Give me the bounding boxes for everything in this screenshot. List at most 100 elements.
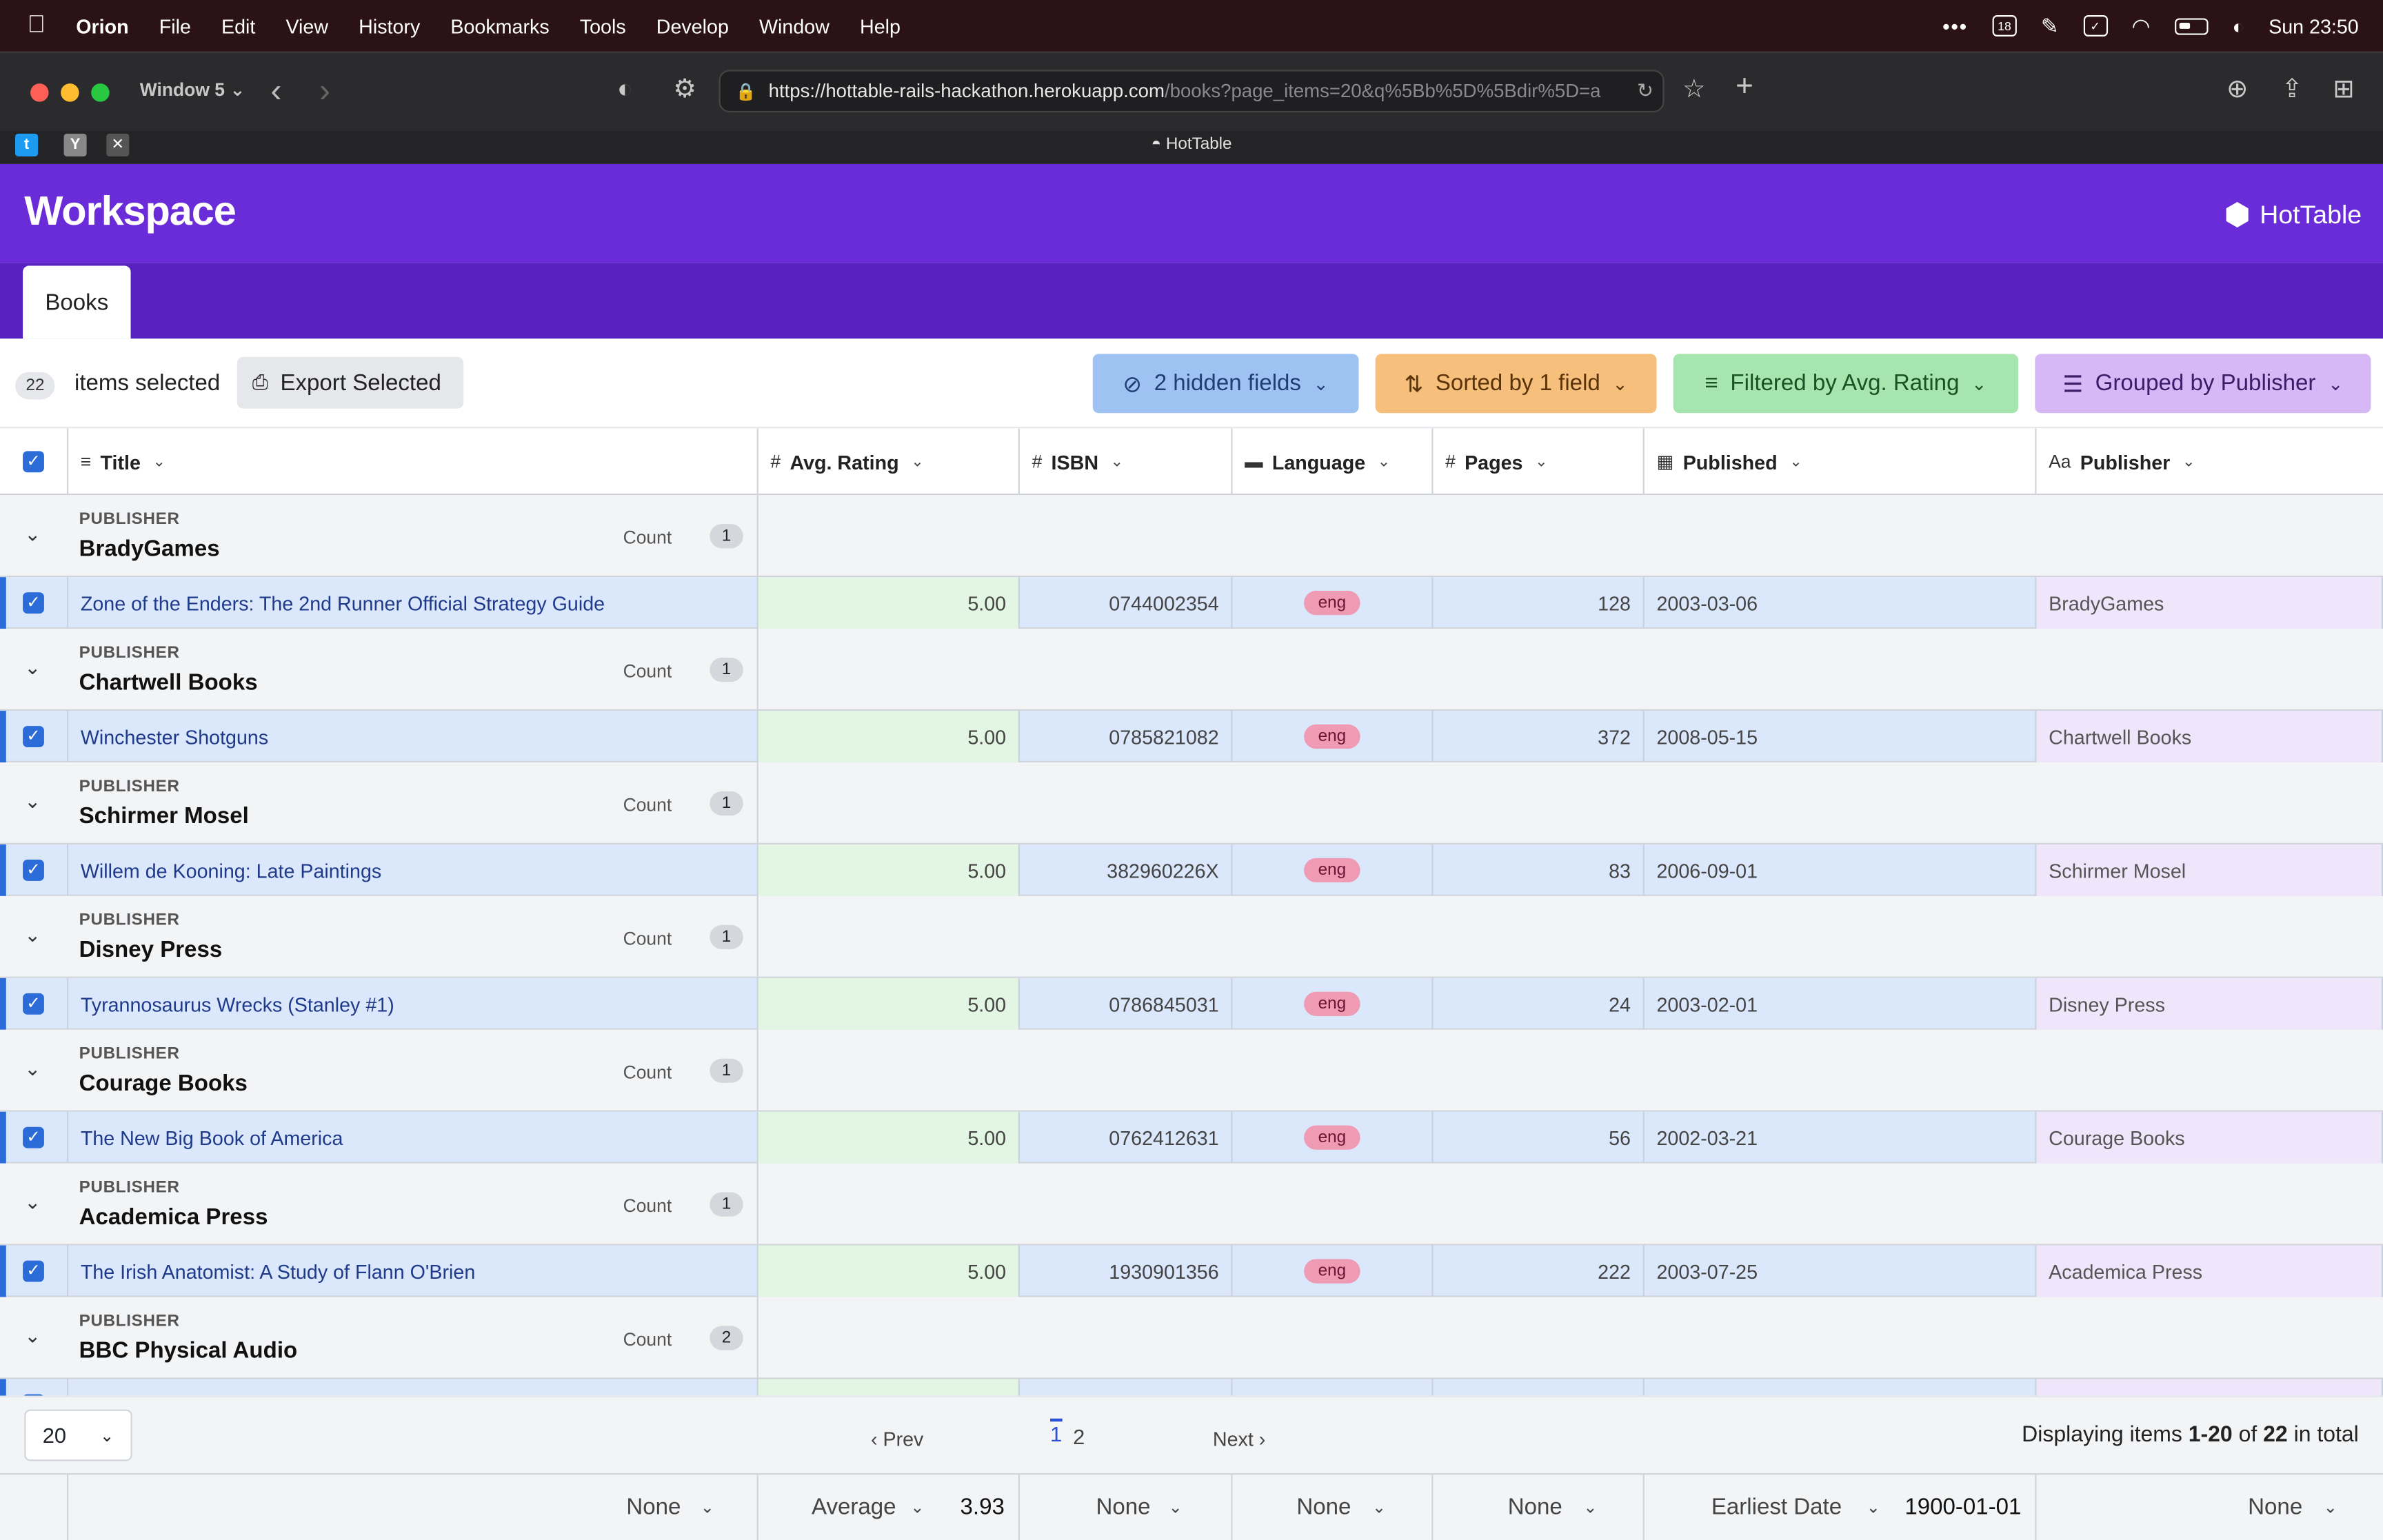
chevron-down-icon[interactable]: ⌄ — [2182, 453, 2195, 470]
cell-isbn[interactable]: 1930901356 — [1020, 1245, 1233, 1297]
cell-pages[interactable]: 83 — [1433, 844, 1645, 896]
cell-isbn[interactable] — [1020, 1379, 1233, 1396]
chevron-down-icon[interactable]: ⌄ — [1789, 453, 1802, 470]
chevron-down-icon[interactable]: ⌄ — [911, 453, 924, 470]
more-icon[interactable]: ••• — [1942, 14, 1969, 37]
cell-pages[interactable]: 24 — [1433, 977, 1645, 1030]
summary-isbn[interactable]: None ⌄ — [1020, 1475, 1233, 1540]
cell-rating[interactable]: 5.00 — [758, 844, 1020, 896]
cell-language[interactable]: eng — [1233, 1111, 1434, 1164]
calendar-icon[interactable]: 18 — [1992, 15, 2017, 37]
chevron-down-icon[interactable]: ⌄ — [1110, 453, 1124, 470]
cell-rating[interactable]: 5.00 — [758, 577, 1020, 629]
share-icon[interactable]: ⇪ — [2281, 74, 2303, 103]
zoom-window-button[interactable] — [91, 83, 110, 102]
column-header-title[interactable]: ≡ Title ⌄ — [68, 428, 758, 496]
cell-isbn[interactable]: 382960226X — [1020, 844, 1233, 896]
group-button[interactable]: ☰ Grouped by Publisher ⌄ — [2035, 354, 2371, 414]
cell-published[interactable]: 2008-05-15 — [1645, 711, 2037, 763]
column-header-isbn[interactable]: # ISBN ⌄ — [1020, 428, 1233, 496]
battery-icon[interactable] — [2174, 17, 2209, 34]
cell-isbn[interactable]: 0762412631 — [1020, 1111, 1233, 1164]
cell-pages[interactable]: 372 — [1433, 711, 1645, 763]
cell-isbn[interactable]: 0744002354 — [1020, 577, 1233, 629]
cell-language[interactable] — [1233, 1379, 1434, 1396]
clock[interactable]: Sun 23:50 — [2269, 14, 2359, 37]
menu-edit[interactable]: Edit — [221, 14, 256, 37]
gear-icon[interactable]: ⚙ — [673, 74, 697, 103]
table-row[interactable]: ✓ Zone of the Enders: The 2nd Runner Offi… — [0, 577, 2383, 629]
cell-title[interactable] — [68, 1379, 758, 1396]
x-favicon-icon[interactable]: ✕ — [106, 133, 130, 156]
table-row[interactable]: ✓ Willem de Kooning: Late Paintings 5.00 38… — [0, 844, 2383, 896]
page-link-1[interactable]: 1 — [1050, 1418, 1063, 1446]
checkbox-menu-icon[interactable]: ✓ — [2083, 15, 2108, 37]
cell-language[interactable]: eng — [1233, 577, 1434, 629]
menu-file[interactable]: File — [159, 14, 191, 37]
summary-rating[interactable]: Average ⌄ 3.93 — [758, 1475, 1020, 1540]
cell-publisher[interactable]: Chartwell Books — [2036, 711, 2383, 763]
cell-publisher[interactable]: Schirmer Mosel — [2036, 844, 2383, 896]
cell-rating[interactable]: 5.00 — [758, 711, 1020, 763]
cell-pages[interactable]: 56 — [1433, 1111, 1645, 1164]
chevron-down-icon[interactable]: ⌄ — [24, 789, 41, 813]
wifi-icon[interactable]: ◠ — [2131, 12, 2151, 37]
cell-rating[interactable]: 5.00 — [758, 1111, 1020, 1164]
filter-button[interactable]: ≡ Filtered by Avg. Rating ⌄ — [1673, 354, 2019, 414]
address-bar[interactable]: 🔒 https://hottable-rails-hackathon.herok… — [718, 70, 1665, 113]
column-header-pages[interactable]: # Pages ⌄ — [1433, 428, 1645, 496]
row-checkbox[interactable]: ✓ — [0, 1111, 69, 1164]
hidden-fields-button[interactable]: ⊘ 2 hidden fields ⌄ — [1092, 354, 1359, 414]
menu-bookmarks[interactable]: Bookmarks — [450, 14, 550, 37]
cell-publisher[interactable]: BradyGames — [2036, 577, 2383, 629]
page-link-2[interactable]: 2 — [1073, 1424, 1085, 1449]
cell-pages[interactable]: 128 — [1433, 577, 1645, 629]
chevron-down-icon[interactable]: ⌄ — [24, 656, 41, 679]
prev-page-link[interactable]: ‹ Prev — [870, 1428, 924, 1451]
cell-language[interactable]: eng — [1233, 711, 1434, 763]
menu-history[interactable]: History — [359, 14, 421, 37]
y-favicon-icon[interactable]: Y — [63, 133, 87, 156]
cell-publisher[interactable] — [2036, 1379, 2383, 1396]
active-tab-title[interactable]: ◓ HotTable — [1151, 135, 1232, 154]
window-name[interactable]: Window 5 ⌄ — [139, 79, 245, 101]
cell-publisher[interactable]: Courage Books — [2036, 1111, 2383, 1164]
cell-publisher[interactable]: Academica Press — [2036, 1245, 2383, 1297]
row-checkbox[interactable]: ✓ — [0, 577, 69, 629]
column-header-published[interactable]: ▦ Published ⌄ — [1645, 428, 2037, 496]
row-checkbox[interactable]: ✓ — [0, 844, 69, 896]
column-header-rating[interactable]: # Avg. Rating ⌄ — [758, 428, 1020, 496]
cell-pages[interactable] — [1433, 1379, 1645, 1396]
summary-title[interactable]: None ⌄ — [68, 1475, 758, 1540]
menu-tools[interactable]: Tools — [579, 14, 626, 37]
summary-publisher[interactable]: None ⌄ — [2036, 1475, 2383, 1540]
cell-isbn[interactable]: 0786845031 — [1020, 977, 1233, 1030]
cell-published[interactable]: 2003-07-25 — [1645, 1245, 2037, 1297]
cell-title[interactable]: Tyrannosaurus Wrecks (Stanley #1) — [68, 977, 758, 1030]
tab-overview-icon[interactable]: ⊞ — [2333, 74, 2355, 103]
sort-button[interactable]: ⇅ Sorted by 1 field ⌄ — [1375, 354, 1657, 414]
summary-published[interactable]: Earliest Date ⌄ 1900-01-01 — [1645, 1475, 2037, 1540]
back-icon[interactable]: ‹ — [270, 71, 282, 110]
cell-language[interactable]: eng — [1233, 844, 1434, 896]
table-row[interactable]: ✓ Tyrannosaurus Wrecks (Stanley #1) 5.00 07… — [0, 977, 2383, 1030]
cell-published[interactable]: 2002-03-21 — [1645, 1111, 2037, 1164]
column-header-publisher[interactable]: Aa Publisher ⌄ — [2036, 428, 2383, 495]
twitter-favicon-icon[interactable]: t — [15, 133, 39, 156]
cell-title[interactable]: Zone of the Enders: The 2nd Runner Offic… — [68, 577, 758, 629]
table-row[interactable]: ✓ — [0, 1379, 2383, 1396]
menu-develop[interactable]: Develop — [656, 14, 729, 37]
cell-language[interactable]: eng — [1233, 977, 1434, 1030]
cell-isbn[interactable]: 0785821082 — [1020, 711, 1233, 763]
minimize-window-button[interactable] — [61, 83, 79, 102]
menu-help[interactable]: Help — [860, 14, 901, 37]
cell-rating[interactable]: 5.00 — [758, 977, 1020, 1030]
forward-icon[interactable]: › — [319, 71, 331, 110]
apple-icon[interactable]:  — [24, 12, 48, 38]
brand-logo[interactable]: ⬢ HotTable — [2224, 196, 2362, 234]
reload-icon[interactable]: ↻ — [1631, 79, 1654, 103]
cell-title[interactable]: The New Big Book of America — [68, 1111, 758, 1164]
chevron-down-icon[interactable]: ⌄ — [1377, 453, 1391, 470]
control-center-icon[interactable]: ◐ — [2232, 14, 2244, 37]
cell-title[interactable]: The Irish Anatomist: A Study of Flann O'… — [68, 1245, 758, 1297]
